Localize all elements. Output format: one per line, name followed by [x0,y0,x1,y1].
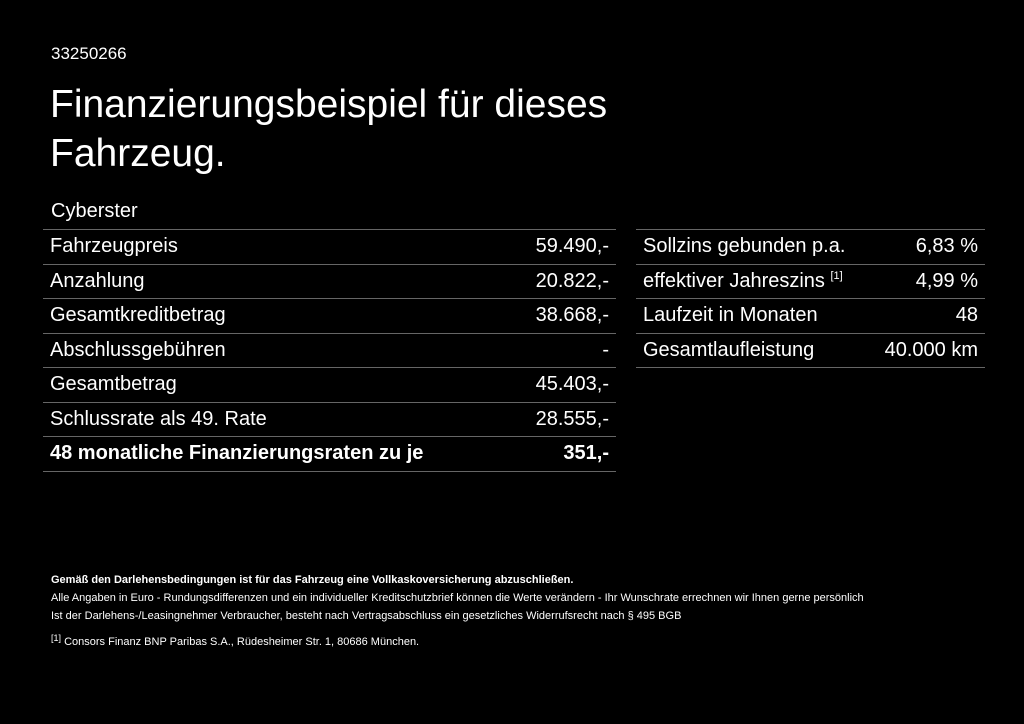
row-value: 48 [869,298,985,334]
table-row: Anzahlung 20.822,- [43,264,616,299]
row-value: 4,99 % [869,264,985,299]
row-value: 28.555,- [510,402,616,437]
row-label: Schlussrate als 49. Rate [43,402,511,437]
row-label: Anzahlung [43,264,511,299]
monthly-rate-row: 48 monatliche Finanzierungsraten zu je 35… [43,436,616,472]
interest-table: Sollzins gebunden p.a. 6,83 % effektiver … [636,229,985,368]
insurance-note: Gemäß den Darlehensbedingungen ist für d… [51,574,574,586]
table-row: Abschlussgebühren - [43,333,616,368]
vehicle-id: 33250266 [51,44,127,63]
note-line: Alle Angaben in Euro - Rundungsdifferenz… [51,592,864,604]
row-label: Sollzins gebunden p.a. [636,229,870,265]
financing-table: Fahrzeugpreis 59.490,- Anzahlung 20.822,- … [43,229,616,472]
table-row: Fahrzeugpreis 59.490,- [43,229,616,265]
table-row: Laufzeit in Monaten 48 [636,298,985,334]
table-row: effektiver Jahreszins [1] 4,99 % [636,264,985,299]
table-row: Gesamtlaufleistung 40.000 km [636,333,985,368]
label-text: effektiver Jahreszins [643,269,825,292]
row-label: 48 monatliche Finanzierungsraten zu je [43,436,511,472]
row-value: - [510,333,616,368]
row-value: 20.822,- [510,264,616,299]
footnote-text: Consors Finanz BNP Paribas S.A., Rüdeshe… [64,636,420,648]
legal-notes: Gemäß den Darlehensbedingungen ist für d… [51,571,864,651]
row-label: Laufzeit in Monaten [636,298,870,334]
model-name: Cyberster [51,200,138,222]
row-label: Gesamtlaufleistung [636,333,870,368]
footnote: [1] Consors Finanz BNP Paribas S.A., Rüd… [51,629,864,651]
row-value: 351,- [510,436,616,472]
row-label: Abschlussgebühren [43,333,511,368]
footnote-ref: [1] [830,269,843,282]
row-label: Gesamtbetrag [43,367,511,403]
row-label: effektiver Jahreszins [1] [636,264,870,299]
row-value: 45.403,- [510,367,616,403]
row-value: 38.668,- [510,298,616,334]
row-value: 40.000 km [869,333,985,368]
row-label: Fahrzeugpreis [43,229,511,265]
table-row: Gesamtbetrag 45.403,- [43,367,616,403]
row-value: 6,83 % [869,229,985,265]
row-value: 59.490,- [510,229,616,265]
note-line: Ist der Darlehens-/Leasingnehmer Verbrau… [51,610,682,622]
table-row: Schlussrate als 49. Rate 28.555,- [43,402,616,437]
page-title: Finanzierungsbeispiel für dieses Fahrzeu… [50,83,608,175]
table-row: Sollzins gebunden p.a. 6,83 % [636,229,985,265]
footnote-mark: [1] [51,633,62,643]
table-row: Gesamtkreditbetrag 38.668,- [43,298,616,334]
row-label: Gesamtkreditbetrag [43,298,511,334]
